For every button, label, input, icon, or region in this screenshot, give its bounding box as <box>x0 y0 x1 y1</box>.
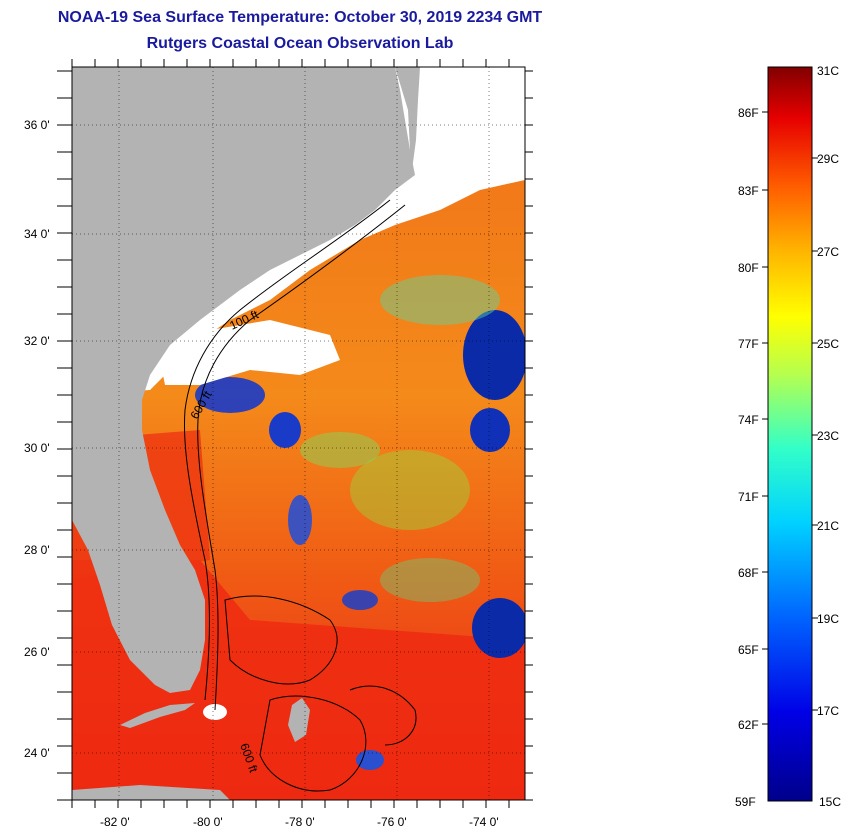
lat-label: 24 0' <box>24 746 50 760</box>
map-imagery: 100 ft 600 ft 600 ft <box>72 67 525 800</box>
lon-label: -78 0' <box>285 815 315 829</box>
lat-label: 32 0' <box>24 334 50 348</box>
map-frame <box>71 66 526 801</box>
cold-eddy-southeast <box>472 598 525 658</box>
land-southeast-us <box>72 67 415 693</box>
colorbar-f-label: 65F <box>738 643 759 657</box>
lat-label: 28 0' <box>24 543 50 557</box>
colorbar-c-label: 15C <box>819 795 841 809</box>
contour-exuma <box>349 685 417 746</box>
colorbar-f-label: 83F <box>738 184 759 198</box>
map-title: NOAA-19 Sea Surface Temperature: October… <box>57 9 543 26</box>
colorbar-c-label: 23C <box>817 429 839 443</box>
longitude-labels: -82 0' -80 0' -78 0' -76 0' -74 0' <box>100 815 499 829</box>
colorbar-gradient <box>767 66 813 802</box>
mixed-water-south <box>380 558 480 602</box>
land-outer-banks <box>395 67 420 180</box>
colorbar-celsius-labels: 31C 29C 27C 25C 23C 21C 19C 17C 15C <box>817 64 841 809</box>
lon-label: -82 0' <box>100 815 130 829</box>
lon-label: -74 0' <box>469 815 499 829</box>
colorbar-c-label: 17C <box>817 704 839 718</box>
colorbar-c-label: 19C <box>817 612 839 626</box>
cloud-cover-shelf <box>160 320 340 385</box>
cold-filament <box>288 495 312 545</box>
cold-eddy-east <box>470 408 510 452</box>
colorbar-fahrenheit-labels: 86F 83F 80F 77F 74F 71F 68F 65F 62F 59F <box>735 106 759 809</box>
land-cuba <box>72 785 230 800</box>
lat-label: 36 0' <box>24 118 50 132</box>
contour-great-bahama-bank <box>259 695 367 792</box>
colorbar-f-label: 80F <box>738 261 759 275</box>
colorbar-c-label: 31C <box>817 64 839 78</box>
colorbar-ticks <box>762 111 818 725</box>
cold-patch-bahamas <box>342 590 378 610</box>
land-florida-keys <box>120 703 195 728</box>
contour-100ft <box>184 199 391 701</box>
lat-label: 30 0' <box>24 441 50 455</box>
lat-label: 26 0' <box>24 645 50 659</box>
contour-600ft <box>197 204 406 711</box>
mixed-water-north <box>380 275 500 325</box>
cold-eddy-northeast <box>463 310 525 400</box>
lat-label: 34 0' <box>24 227 50 241</box>
colorbar-f-label: 59F <box>735 795 756 809</box>
lon-label: -80 0' <box>193 815 223 829</box>
colorbar-c-label: 25C <box>817 337 839 351</box>
contour-bahamas-bank <box>224 595 338 685</box>
mixed-water-center <box>350 450 470 530</box>
cold-eddy-central <box>269 412 301 448</box>
map-subtitle: Rutgers Coastal Ocean Observation Lab <box>146 35 454 52</box>
cold-patch-south <box>356 750 384 770</box>
lon-label: -76 0' <box>377 815 407 829</box>
colorbar-f-label: 62F <box>738 718 759 732</box>
mixed-water-west <box>300 432 380 468</box>
axis-ticks <box>57 59 533 808</box>
latitude-labels: 36 0' 34 0' 32 0' 30 0' 28 0' 26 0' 24 0… <box>24 118 50 760</box>
colorbar-f-label: 77F <box>738 337 759 351</box>
cloud-patch-keys <box>203 704 227 720</box>
colorbar-f-label: 71F <box>738 490 759 504</box>
colorbar-f-label: 86F <box>738 106 759 120</box>
colorbar-c-label: 27C <box>817 245 839 259</box>
colorbar-f-label: 74F <box>738 413 759 427</box>
colorbar-c-label: 21C <box>817 519 839 533</box>
colorbar: 86F 83F 80F 77F 74F 71F 68F 65F 62F 59F … <box>735 64 841 809</box>
colorbar-f-label: 68F <box>738 566 759 580</box>
colorbar-c-label: 29C <box>817 152 839 166</box>
